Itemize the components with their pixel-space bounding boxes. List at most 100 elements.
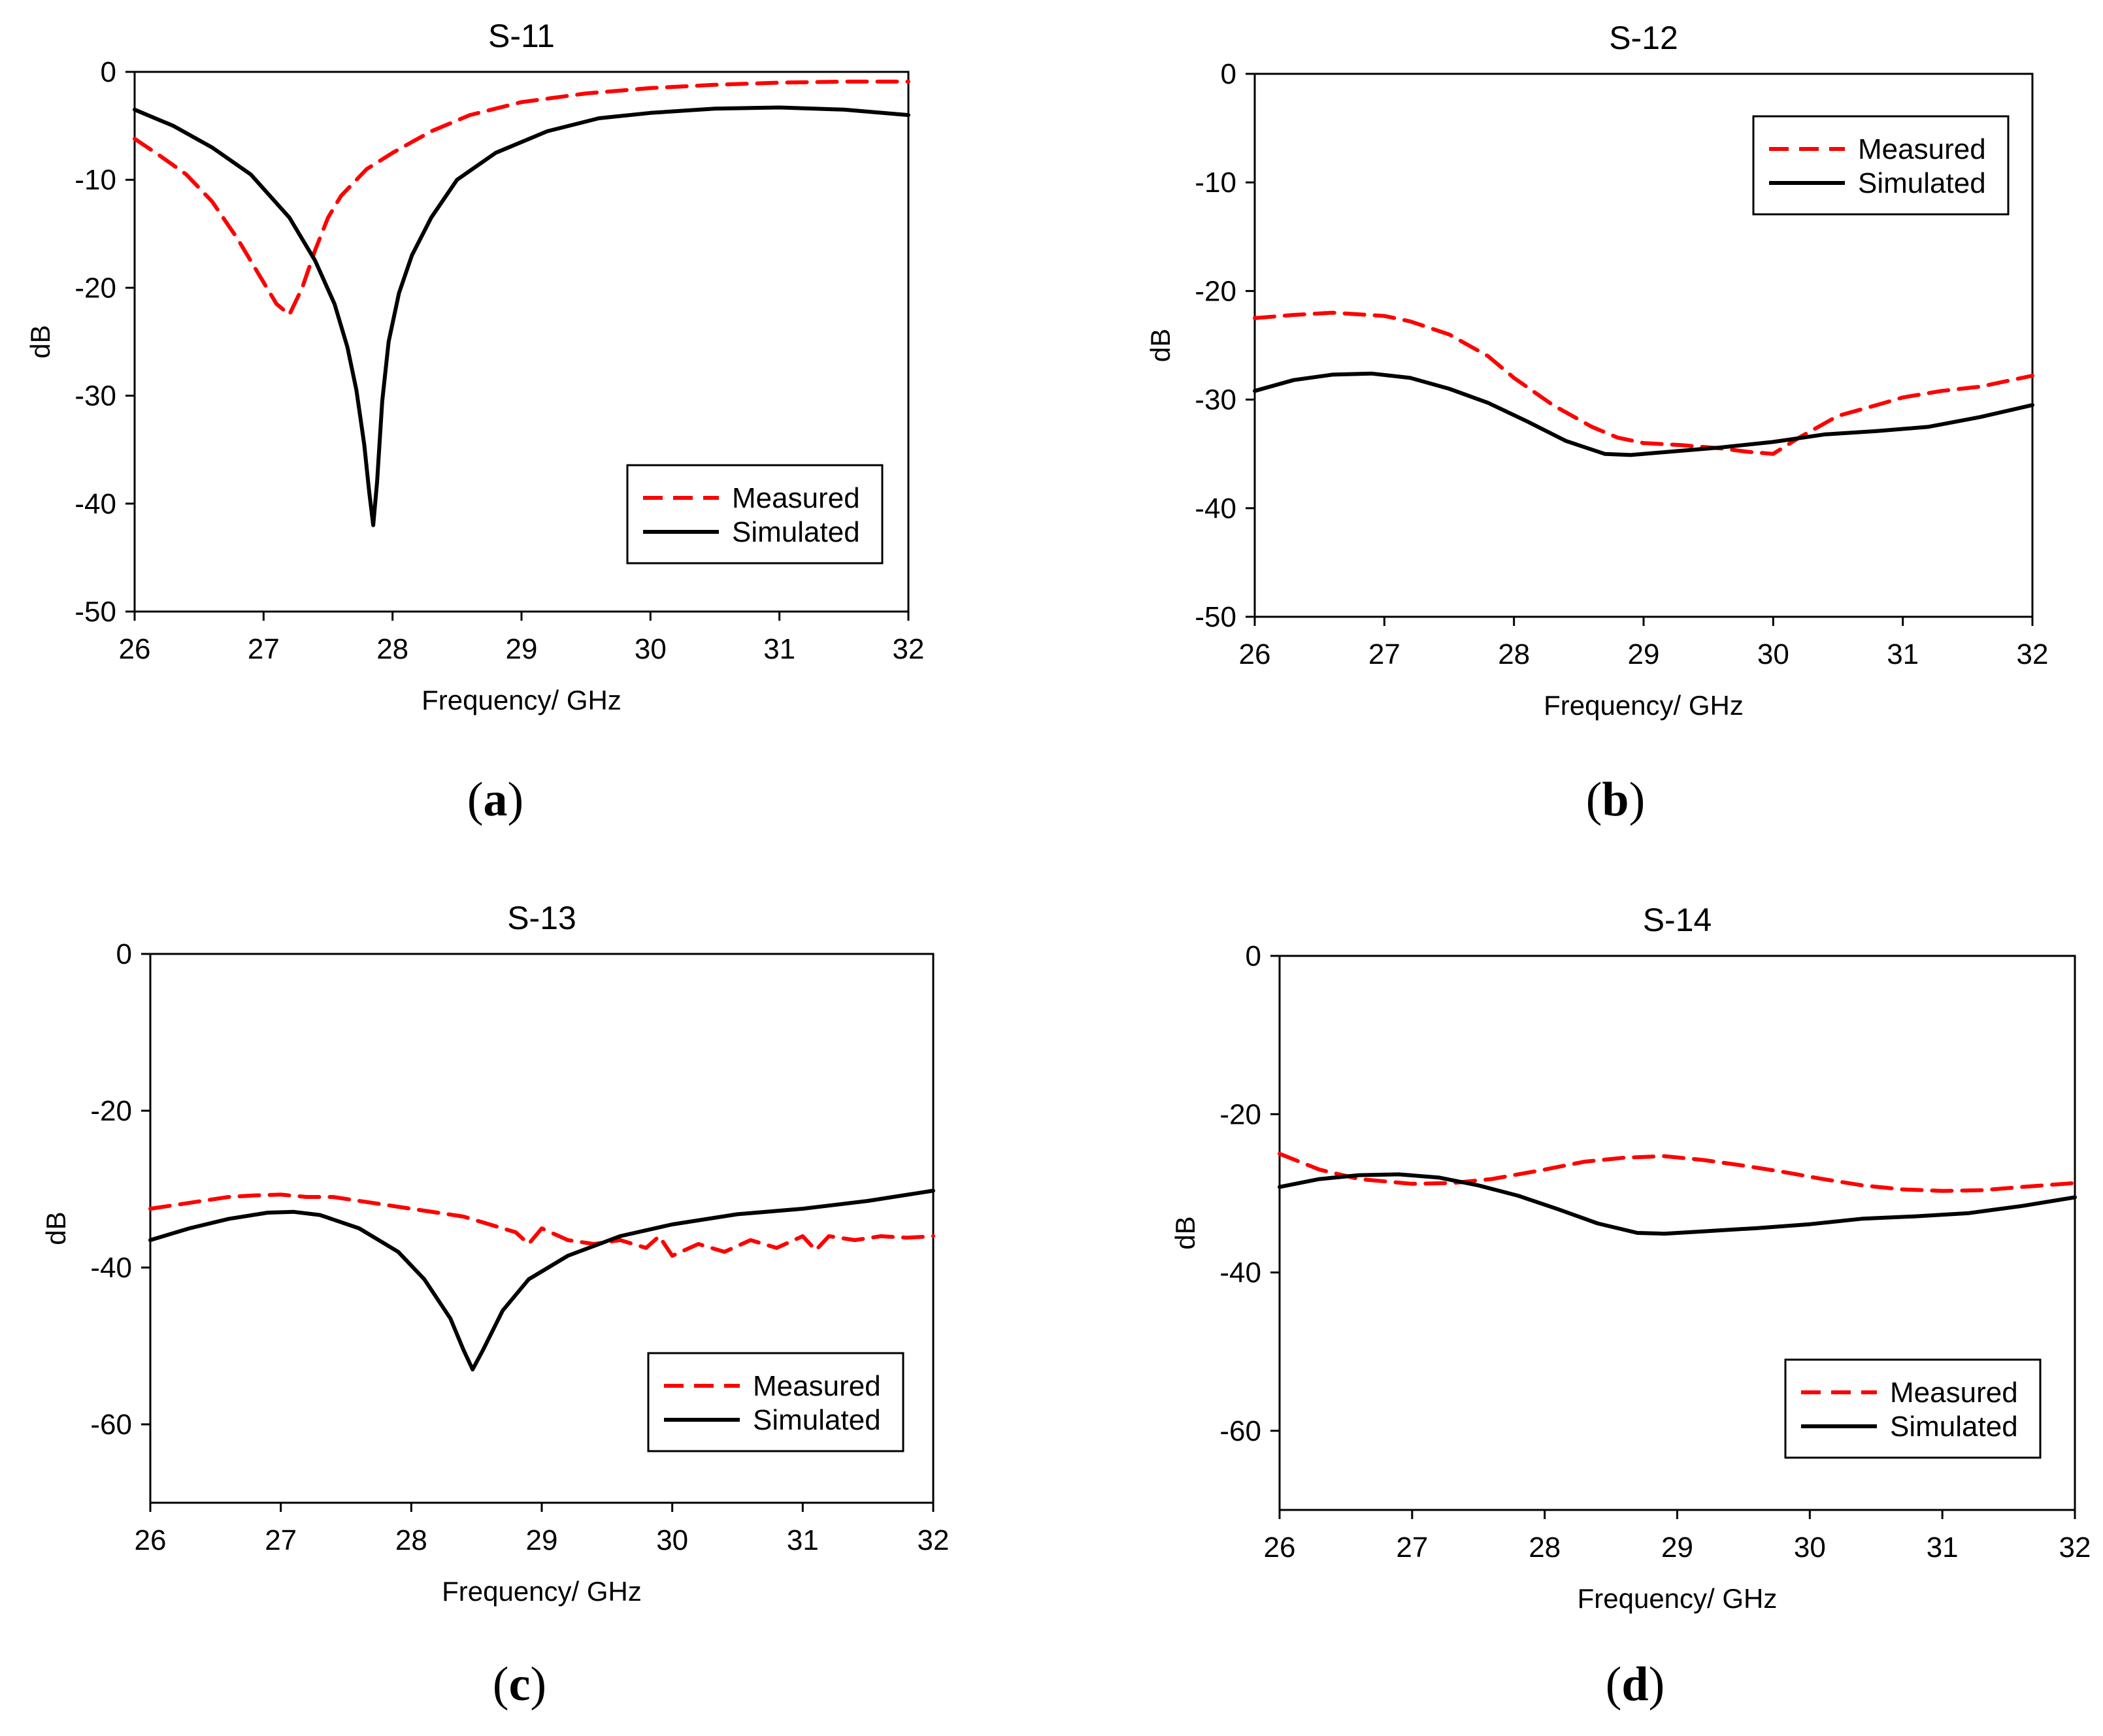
x-tick-label: 32 <box>2059 1531 2091 1564</box>
panel-label: (a) <box>467 773 523 827</box>
x-tick-label: 29 <box>1628 638 1660 670</box>
panel-label-letter: c <box>509 1658 531 1711</box>
y-tick-label: -50 <box>75 596 116 628</box>
x-tick-label: 30 <box>656 1524 688 1556</box>
panel-label-close-paren: ) <box>1629 773 1646 827</box>
y-tick-label: -30 <box>1195 384 1236 416</box>
legend-label-simulated: Simulated <box>732 516 860 548</box>
x-tick-label: 30 <box>635 633 667 665</box>
x-tick-label: 32 <box>2017 638 2049 670</box>
legend-label-measured: Measured <box>1890 1377 2018 1409</box>
y-tick-label: -40 <box>1219 1257 1261 1289</box>
legend-box <box>647 1352 904 1452</box>
x-axis-label: Frequency/ GHz <box>1578 1583 1778 1614</box>
chart-title: S-12 <box>1609 20 1678 56</box>
y-tick-label: -60 <box>90 1409 132 1441</box>
x-tick-label: 28 <box>395 1524 427 1556</box>
panel-label-close-paren: ) <box>508 773 524 827</box>
series-line-measured <box>133 79 910 317</box>
series-line-measured <box>1278 1151 2077 1193</box>
x-axis-label: Frequency/ GHz <box>422 685 621 715</box>
x-tick-label: 27 <box>265 1524 297 1556</box>
y-tick-label: -40 <box>75 488 116 520</box>
x-tick-label: 27 <box>1396 1531 1428 1564</box>
chart-title: S-11 <box>488 18 555 54</box>
panel-label-open-paren: ( <box>1586 773 1602 827</box>
series-line-measured <box>148 1192 935 1258</box>
x-tick-label: 31 <box>763 633 795 665</box>
series-line-simulated <box>148 1188 935 1371</box>
y-tick-label: 0 <box>1221 58 1236 90</box>
y-tick-label: -20 <box>1219 1098 1261 1130</box>
y-tick-label: -40 <box>1195 493 1236 525</box>
chart-title: S-14 <box>1643 902 1712 938</box>
chart-title: S-13 <box>507 900 576 936</box>
x-tick-label: 28 <box>1498 638 1530 670</box>
legend-label-measured: Measured <box>1858 133 1986 165</box>
y-axis-label: dB <box>25 325 56 358</box>
x-tick-label: 31 <box>1887 638 1919 670</box>
y-tick-label: -40 <box>90 1252 132 1284</box>
x-tick-label: 29 <box>1661 1531 1693 1564</box>
legend-label-measured: Measured <box>753 1370 881 1402</box>
chart-panel-a: 26 27 28 29 30 31 32 0 -10 -20 -30 -40 -50 S-11 Freque… <box>25 18 924 827</box>
legend-box <box>626 464 884 565</box>
panel-label: (d) <box>1606 1658 1664 1711</box>
x-tick-label: 32 <box>893 633 925 665</box>
panel-label-letter: a <box>484 773 508 827</box>
series-line-simulated <box>133 105 910 527</box>
series-line-simulated <box>1253 371 2034 457</box>
y-tick-label: -50 <box>1195 601 1236 633</box>
y-tick-label: -60 <box>1219 1415 1261 1447</box>
panel-label-letter: d <box>1621 1658 1648 1711</box>
y-tick-label: -20 <box>90 1095 132 1127</box>
series-line-measured <box>1253 310 2034 456</box>
x-tick-label: 29 <box>526 1524 558 1556</box>
y-tick-label: 0 <box>101 56 116 88</box>
panel-label-open-paren: ( <box>1606 1658 1622 1711</box>
panel-label: (c) <box>493 1658 546 1711</box>
x-tick-label: 30 <box>1794 1531 1826 1564</box>
x-tick-label: 31 <box>787 1524 819 1556</box>
y-tick-label: 0 <box>1246 940 1261 972</box>
y-tick-label: -10 <box>1195 167 1236 199</box>
chart-panel-d: 26 27 28 29 30 31 32 0 -20 -40 -60 S-14 Frequency/ G… <box>1170 902 2091 1711</box>
y-tick-label: -30 <box>75 380 116 412</box>
x-tick-label: 28 <box>376 633 408 665</box>
x-tick-label: 29 <box>506 633 538 665</box>
chart-panel-b: 26 27 28 29 30 31 32 0 -10 -20 -30 -40 -50 S-12 Freque… <box>1145 20 2048 827</box>
series-line-simulated <box>1278 1172 2077 1236</box>
panel-label-letter: b <box>1602 773 1629 827</box>
chart-panel-c: 26 27 28 29 30 31 32 0 -20 -40 -60 S-13 Frequency/ G… <box>41 900 949 1711</box>
x-axis-label: Frequency/ GHz <box>442 1576 642 1607</box>
x-tick-label: 26 <box>135 1524 167 1556</box>
legend-box <box>1784 1358 2042 1459</box>
y-tick-label: 0 <box>116 938 132 970</box>
x-tick-label: 26 <box>1264 1531 1296 1564</box>
panel-label-open-paren: ( <box>467 773 484 827</box>
y-axis-label: dB <box>41 1211 71 1245</box>
y-tick-label: -20 <box>75 272 116 304</box>
y-tick-label: -20 <box>1195 275 1236 307</box>
x-tick-label: 31 <box>1927 1531 1959 1564</box>
x-tick-label: 27 <box>248 633 280 665</box>
legend-label-simulated: Simulated <box>1858 167 1986 199</box>
x-tick-label: 26 <box>119 633 151 665</box>
panel-label-close-paren: ) <box>530 1658 546 1711</box>
x-tick-label: 27 <box>1368 638 1400 670</box>
y-axis-label: dB <box>1145 329 1176 362</box>
legend-label-measured: Measured <box>732 482 860 514</box>
panel-label: (b) <box>1586 773 1645 827</box>
legend-label-simulated: Simulated <box>1890 1411 2018 1443</box>
x-axis-label: Frequency/ GHz <box>1544 690 1744 721</box>
y-axis-label: dB <box>1170 1216 1201 1249</box>
legend-label-simulated: Simulated <box>753 1404 881 1436</box>
x-tick-label: 28 <box>1529 1531 1561 1564</box>
panel-label-open-paren: ( <box>493 1658 509 1711</box>
x-tick-label: 32 <box>918 1524 950 1556</box>
panel-label-close-paren: ) <box>1649 1658 1665 1711</box>
x-tick-label: 30 <box>1757 638 1789 670</box>
y-tick-label: -10 <box>75 164 116 196</box>
legend-box <box>1752 115 2010 216</box>
